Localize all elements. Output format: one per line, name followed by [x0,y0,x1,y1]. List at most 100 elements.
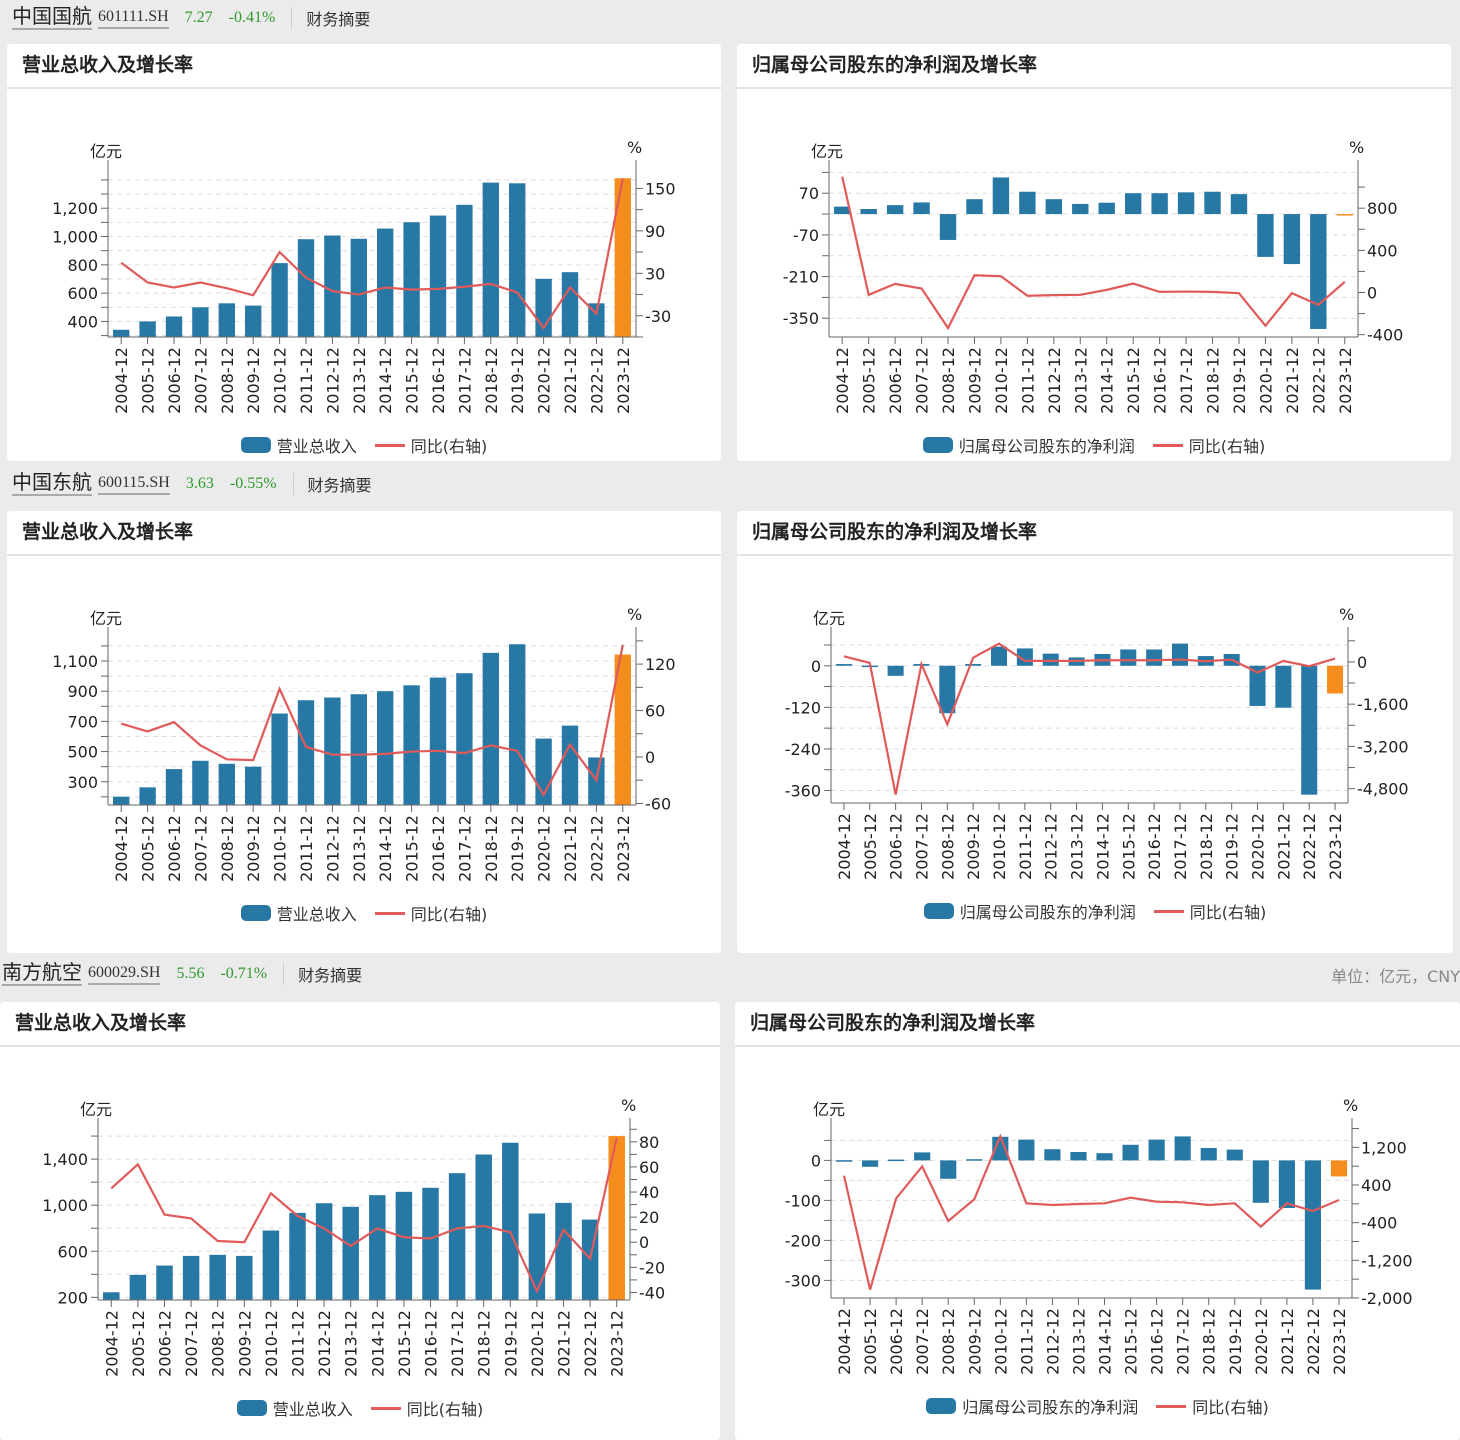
bar[interactable] [834,206,851,215]
bar[interactable] [1275,665,1292,708]
bar[interactable] [509,644,526,805]
legend-bar-label[interactable]: 营业总收入 [276,905,357,924]
stock-code[interactable]: 600115.SH [98,473,170,495]
yoy-line[interactable] [842,1133,1340,1290]
bar[interactable] [103,1292,120,1300]
bar[interactable] [403,222,420,337]
bar[interactable] [1120,649,1137,666]
bar[interactable] [939,214,957,240]
bar[interactable] [835,664,852,666]
bar[interactable] [350,238,367,337]
bar[interactable] [913,202,930,215]
bar[interactable] [1019,191,1036,215]
bar[interactable] [509,183,526,337]
yoy-line[interactable] [120,178,624,330]
bar[interactable] [1151,193,1168,215]
bar[interactable] [939,665,956,714]
bar[interactable] [1204,191,1221,215]
bar[interactable] [475,1154,492,1300]
bar[interactable] [182,1255,200,1300]
bar[interactable] [861,1160,879,1167]
stock-code[interactable]: 600029.SH [88,963,161,985]
bar[interactable] [992,1136,1009,1161]
bar[interactable] [614,178,631,337]
bar[interactable] [1044,1149,1061,1161]
bar[interactable] [1018,1139,1035,1161]
bar[interactable] [403,685,420,805]
bar[interactable] [966,199,983,215]
bar[interactable] [192,760,209,805]
bar[interactable] [192,307,209,337]
legend-line-swatch[interactable] [374,911,405,915]
legend-line-swatch[interactable] [370,1406,401,1410]
bar[interactable] [1278,1160,1295,1208]
bar[interactable] [342,1206,359,1300]
bar[interactable] [236,1255,253,1300]
bar[interactable] [165,316,183,337]
bar[interactable] [1252,1160,1269,1203]
bar[interactable] [1230,194,1248,215]
bar[interactable] [1070,1152,1087,1161]
financial-summary-link[interactable]: 财务摘要 [307,476,372,495]
bar[interactable] [991,646,1008,666]
stock-name[interactable]: 中国国航 [12,6,92,30]
bar[interactable] [1283,214,1301,265]
bar[interactable] [1327,665,1344,694]
bar[interactable] [1336,214,1353,216]
bar[interactable] [456,673,473,805]
bar[interactable] [992,177,1010,215]
financial-summary-link[interactable]: 财务摘要 [306,10,371,29]
legend-bar-swatch[interactable] [240,437,271,453]
bar[interactable] [289,1212,306,1300]
bar[interactable] [271,713,288,805]
legend-line-label[interactable]: 同比(右轴) [1188,437,1266,456]
bar[interactable] [315,1203,333,1300]
bar[interactable] [218,303,235,337]
bar[interactable] [1148,1139,1165,1161]
legend-line-swatch[interactable] [1156,1404,1187,1408]
bar[interactable] [482,182,499,337]
bar[interactable] [1257,214,1274,257]
bar[interactable] [113,329,130,337]
legend-line-label[interactable]: 同比(右轴) [1189,903,1267,922]
bar[interactable] [965,664,982,666]
bar[interactable] [324,697,341,805]
bar[interactable] [1226,1149,1243,1161]
bar[interactable] [1301,665,1318,795]
bar[interactable] [1310,214,1327,329]
legend-bar-swatch[interactable] [923,903,954,919]
bar[interactable] [1249,665,1266,706]
legend-line-swatch[interactable] [1152,443,1183,447]
bar[interactable] [448,1173,466,1300]
bar[interactable] [1330,1160,1348,1177]
bar[interactable] [1096,1153,1113,1161]
bar[interactable] [218,763,235,805]
bar[interactable] [502,1142,519,1300]
legend-bar-swatch[interactable] [236,1400,267,1416]
bar[interactable] [245,766,262,805]
legend-bar-label[interactable]: 营业总收入 [276,437,357,456]
legend-line-label[interactable]: 同比(右轴) [410,905,488,924]
bar[interactable] [887,665,904,676]
bar[interactable] [1098,202,1115,215]
bar[interactable] [1122,1144,1139,1161]
bar[interactable] [914,1152,931,1161]
bar[interactable] [324,235,341,337]
bar[interactable] [429,215,447,337]
legend-line-label[interactable]: 同比(右轴) [406,1400,484,1419]
bar[interactable] [1124,193,1142,215]
bar[interactable] [139,787,156,805]
legend-line-swatch[interactable] [374,443,405,447]
bar[interactable] [1174,1136,1191,1161]
bar[interactable] [1146,649,1163,666]
bar[interactable] [528,1213,546,1300]
bar[interactable] [297,239,315,337]
bar[interactable] [395,1191,413,1300]
bar[interactable] [377,228,394,337]
bar[interactable] [614,654,631,805]
bar[interactable] [156,1265,173,1300]
bar[interactable] [369,1195,386,1300]
bar[interactable] [429,677,447,805]
yoy-line[interactable] [110,1137,618,1294]
bar[interactable] [129,1274,147,1300]
